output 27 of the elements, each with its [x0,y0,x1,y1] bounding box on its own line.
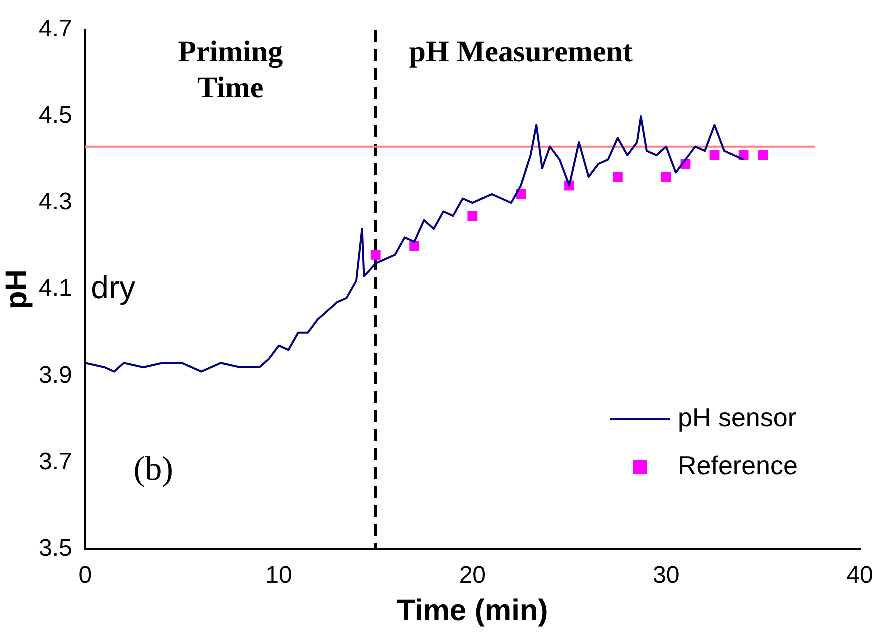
x-axis-title: Time (min) [397,594,548,628]
point [661,172,672,182]
point [370,250,381,260]
annotation: (b) [134,450,174,488]
point [612,172,623,182]
annotation: pH Measurement [409,35,633,68]
y-tick-label: 3.5 [38,534,72,562]
legend-label: Reference [678,450,798,480]
y-tick-label: 4.1 [38,275,72,302]
point [468,211,478,221]
point [410,241,420,252]
y-tick-label: 4.3 [38,188,72,216]
y-tick-label: 4.7 [38,16,72,43]
point [710,150,720,160]
point [758,150,768,160]
annotation: Priming Time [178,35,284,104]
x-tick-label: 40 [846,562,874,590]
x-tick-label: 0 [78,562,92,590]
x-tick-label: 20 [459,562,486,590]
y-tick-label: 4.5 [38,102,72,130]
legend-label: pH sensor [678,402,797,432]
y-axis-title: pH [0,270,34,310]
y-tick-label: 3.7 [38,448,72,476]
x-tick-label: 30 [652,562,680,590]
y-tick-label: 3.9 [38,362,72,389]
x-tick-label: 10 [266,562,292,590]
annotation: dry [91,269,136,306]
